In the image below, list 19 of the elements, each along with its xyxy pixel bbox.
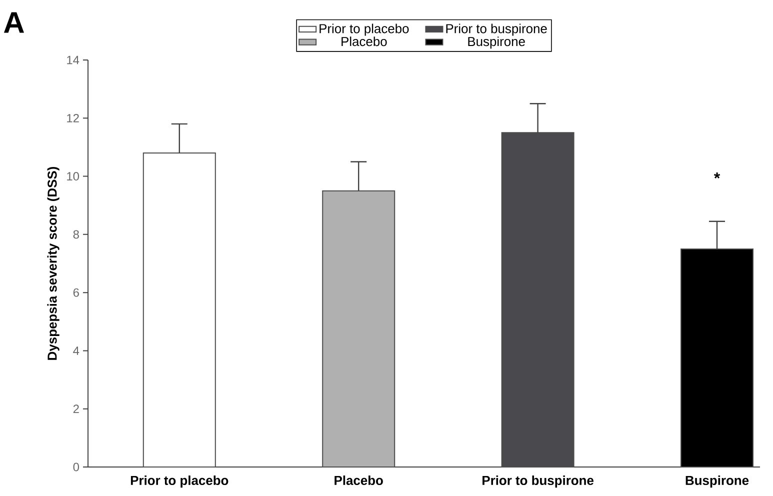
y-axis-title: Dyspepsia severity score (DSS) [47, 166, 60, 360]
y-tick-label: 4 [73, 346, 80, 355]
legend-label: Buspirone [468, 36, 525, 49]
y-tick-label: 8 [73, 230, 79, 239]
x-tick-label: Placebo [334, 476, 383, 486]
y-tick-label: 6 [73, 288, 79, 297]
legend-label: Placebo [342, 36, 387, 46]
annotation: * [714, 172, 720, 178]
legend-label: Prior to buspirone [446, 24, 547, 36]
y-tick-label: 10 [67, 172, 80, 181]
x-tick-label: Prior to buspirone [482, 476, 594, 488]
text: A [4, 12, 24, 33]
x-tick-label: Prior to placebo [130, 476, 228, 488]
y-tick-label: 2 [73, 404, 79, 414]
y-tick-label: 0 [73, 462, 80, 472]
y-tick-label: 12 [67, 114, 79, 122]
x-tick-label: Buspirone [686, 476, 749, 488]
y-tick-label: 14 [67, 56, 80, 64]
legend-label: Prior to placebo [320, 24, 409, 36]
